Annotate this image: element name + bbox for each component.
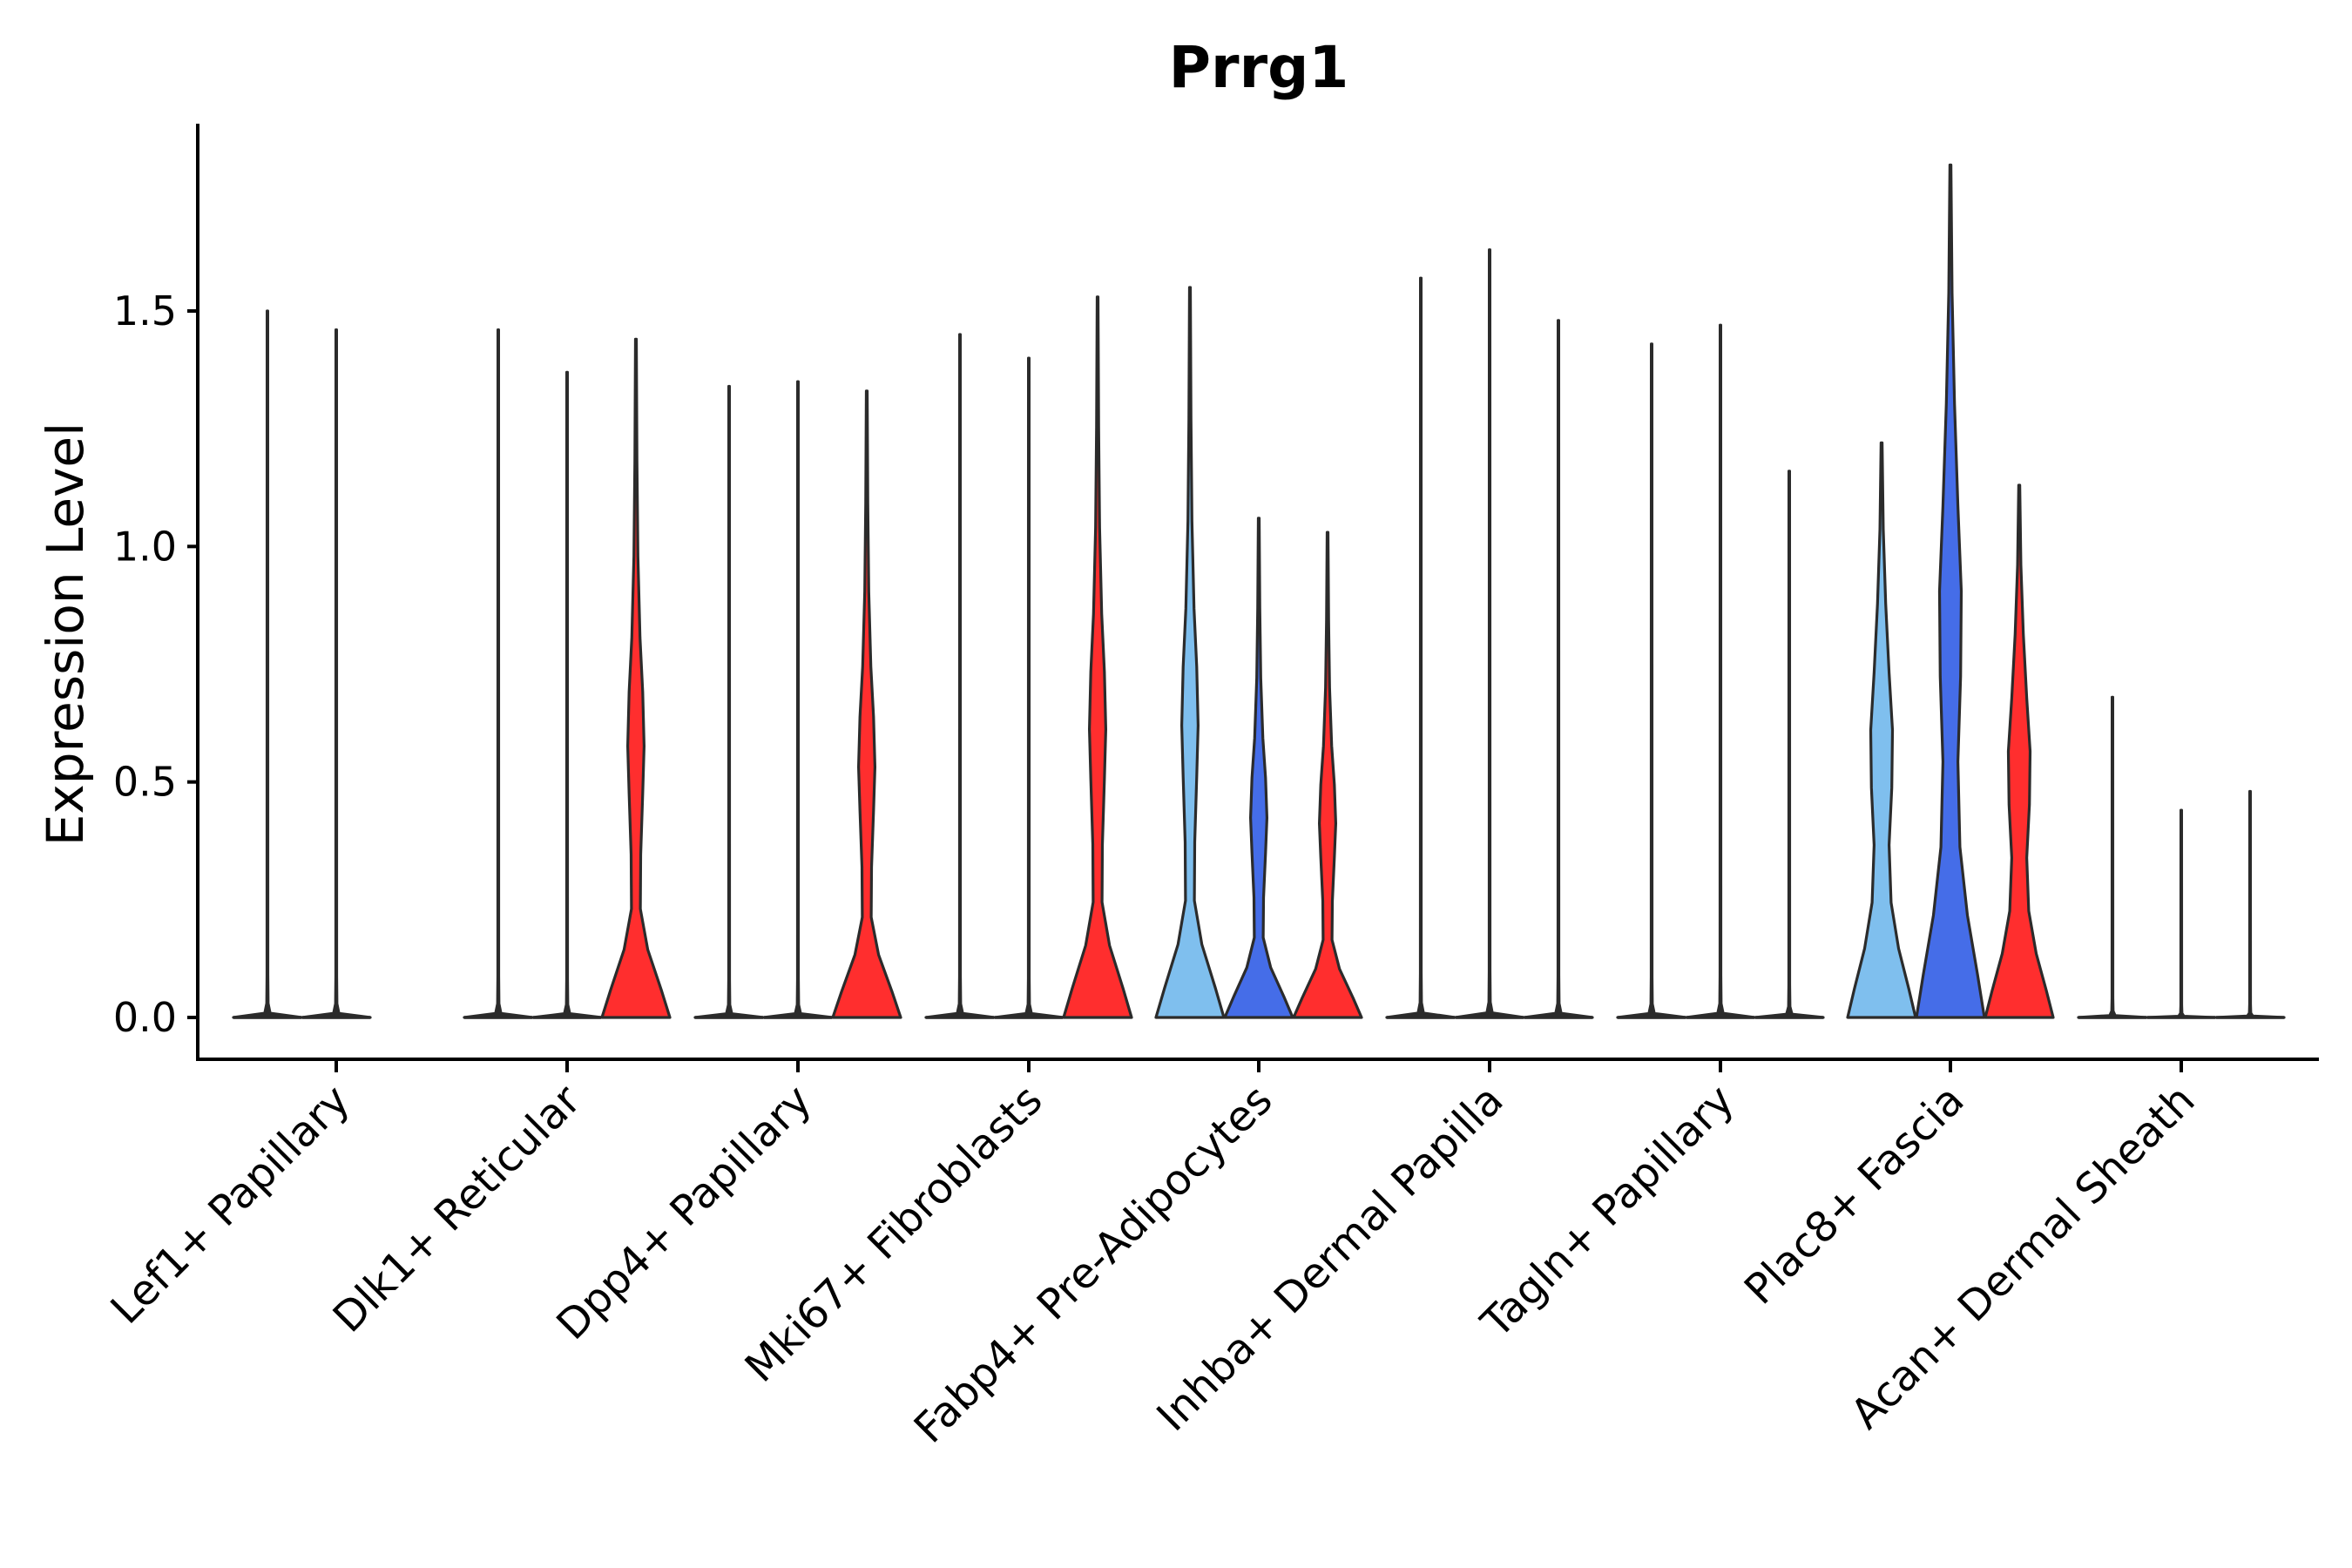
x-category-label: Dpp4+ Papillary [547, 1076, 821, 1349]
y-axis-label: Expression Level [36, 422, 95, 846]
y-tick-label: 0.5 [113, 759, 177, 806]
violin-mark [1154, 286, 1226, 1019]
violin-mark [1685, 323, 1756, 1019]
y-axis-ticks: 0.0 0.5 1.0 1.5 [113, 287, 199, 1041]
y-tick-label: 1.5 [113, 287, 177, 335]
violins-layer [232, 163, 2286, 1019]
violin-mark [1754, 470, 1825, 1019]
violin-mark [301, 328, 372, 1019]
x-category-label: Tagln+ Papillary [1471, 1076, 1743, 1348]
y-tick-label: 0.0 [113, 994, 177, 1041]
violin-mark [831, 389, 902, 1019]
violin-mark [1292, 531, 1363, 1019]
x-category-label: Dlk1+ Reticular [324, 1076, 591, 1342]
violin-mark [1984, 483, 2055, 1019]
x-category-label: Lef1+ Papillary [102, 1076, 360, 1334]
violin-mark [1454, 248, 1525, 1019]
violin-mark [993, 356, 1064, 1019]
violin-mark [1616, 342, 1687, 1019]
violin-mark [2214, 789, 2286, 1019]
violin-mark [1846, 441, 1917, 1019]
violin-mark [1385, 276, 1456, 1019]
violin-mark [463, 328, 534, 1019]
violin-mark [531, 370, 603, 1019]
violin-mark [232, 309, 303, 1019]
violin-mark [1062, 295, 1133, 1019]
violin-mark [1915, 163, 1986, 1019]
violin-mark [2146, 808, 2217, 1019]
violin-mark [2077, 695, 2148, 1019]
violin-mark [762, 380, 834, 1019]
violin-mark [693, 384, 765, 1019]
violin-mark [600, 337, 672, 1019]
x-category-label: Plac8+ Fascia [1735, 1076, 1974, 1315]
y-tick-label: 1.0 [113, 523, 177, 570]
violin-mark [1523, 319, 1594, 1019]
violin-mark [924, 333, 996, 1019]
chart-title: Prrg1 [1169, 34, 1349, 101]
violin-mark [1223, 517, 1294, 1019]
